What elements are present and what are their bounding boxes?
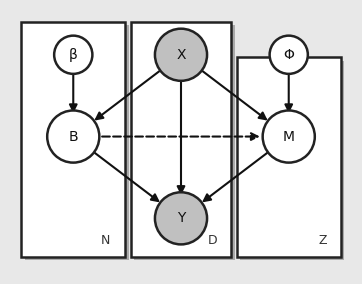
Bar [237, 57, 341, 256]
Text: Y: Y [177, 211, 185, 225]
Bar [131, 22, 231, 256]
Ellipse shape [47, 110, 99, 163]
Ellipse shape [155, 192, 207, 245]
Text: X: X [176, 48, 186, 62]
Text: Φ: Φ [283, 48, 294, 62]
Text: B: B [68, 130, 78, 143]
Ellipse shape [263, 110, 315, 163]
Bar [25, 25, 129, 260]
Text: β: β [69, 48, 77, 62]
Text: Z: Z [319, 234, 327, 247]
Text: N: N [100, 234, 110, 247]
Text: D: D [208, 234, 218, 247]
Ellipse shape [155, 29, 207, 81]
Ellipse shape [54, 36, 92, 74]
Bar [240, 61, 344, 260]
Bar [21, 22, 125, 256]
Ellipse shape [270, 36, 308, 74]
Bar [134, 25, 235, 260]
Text: M: M [283, 130, 295, 143]
